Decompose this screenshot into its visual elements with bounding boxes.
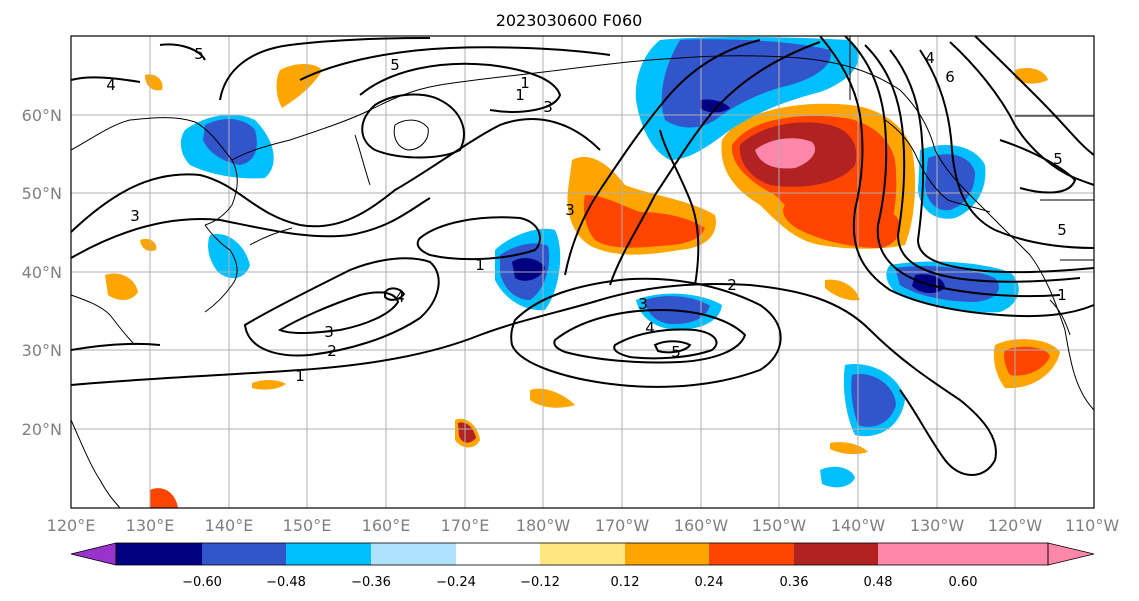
lat-tick-label: 40°N	[22, 263, 62, 282]
contour-label: 3	[638, 295, 648, 313]
contour-label: 4	[925, 49, 935, 67]
colorbar-extend-low	[71, 543, 116, 565]
lon-tick-label: 110°W	[1065, 516, 1120, 535]
colorbar-tick-label: 0.60	[949, 575, 978, 590]
cold-anomaly-region	[512, 258, 545, 281]
contour-label: 3	[543, 98, 553, 116]
longitude-labels: 120°E 130°E 140°E 150°E 160°E 170°E 180°…	[47, 516, 1120, 535]
graticule	[71, 36, 1094, 508]
warm-anomaly-region	[783, 203, 900, 248]
lon-tick-label: 130°W	[910, 516, 965, 535]
lat-tick-label: 20°N	[22, 420, 62, 439]
colorbar-bin	[371, 543, 456, 565]
colorbar-tick-label: 0.24	[695, 575, 724, 590]
warm-anomaly-region	[825, 279, 860, 301]
lon-tick-label: 180°W	[516, 516, 571, 535]
colorbar-bin	[540, 543, 625, 565]
contour-label: 3	[324, 323, 334, 341]
contour-label: 1	[475, 256, 485, 274]
lon-tick-label: 150°E	[283, 516, 332, 535]
colorbar-bin	[878, 543, 963, 565]
colorbar-tick-label: 0.36	[780, 575, 809, 590]
chart-title: 2023030600 F060	[496, 11, 643, 30]
colorbar-tick-label: −0.12	[520, 575, 560, 590]
lat-tick-label: 60°N	[22, 106, 62, 125]
colorbar-bin	[709, 543, 794, 565]
cold-anomaly-region	[203, 118, 257, 165]
warm-anomaly-region	[105, 273, 138, 300]
cold-anomaly-region	[820, 466, 855, 488]
warm-anomaly-region	[145, 74, 163, 91]
anomaly-shading	[105, 37, 1060, 508]
colorbar-bin	[202, 543, 286, 565]
contour-label: 5	[1053, 150, 1063, 168]
cold-anomaly-region	[851, 374, 896, 427]
warm-anomaly-region	[583, 195, 705, 248]
warm-anomaly-region	[140, 238, 157, 251]
contour-label: 2	[727, 276, 737, 294]
contour-label: 5	[390, 56, 400, 74]
lon-tick-label: 130°E	[126, 516, 175, 535]
lon-tick-label: 170°E	[441, 516, 490, 535]
latitude-labels: 60°N 50°N 40°N 30°N 20°N	[22, 106, 62, 439]
contour-label: 1	[515, 86, 525, 104]
colorbar-bin	[456, 543, 540, 565]
contour-label: 1	[520, 74, 530, 92]
lon-tick-label: 120°W	[988, 516, 1043, 535]
warm-anomaly-region	[252, 380, 286, 390]
contour-label: 5	[671, 343, 681, 361]
warm-anomaly-region	[1004, 346, 1050, 376]
cold-anomaly-region	[700, 99, 730, 113]
map-frame	[70, 35, 1095, 509]
colorbar-bin	[625, 543, 709, 565]
colorbar-tick-label: −0.48	[266, 575, 306, 590]
contour-label: 6	[945, 68, 955, 86]
contour-label: 5	[194, 45, 204, 63]
colorbar-tick-label: −0.24	[436, 575, 476, 590]
lat-tick-label: 30°N	[22, 341, 62, 360]
colorbar-tick-label: 0.48	[864, 575, 893, 590]
colorbar-bin	[794, 543, 878, 565]
colorbar-bin	[286, 543, 371, 565]
colorbar-tick-label: −0.36	[351, 575, 391, 590]
lon-tick-label: 120°E	[47, 516, 96, 535]
contour-label: 3	[565, 201, 575, 219]
lon-tick-label: 170°W	[595, 516, 650, 535]
colorbar-bin	[116, 543, 202, 565]
lon-tick-label: 160°W	[674, 516, 729, 535]
contour-label: 2	[327, 342, 337, 360]
warm-anomaly-region	[755, 138, 816, 169]
warm-anomaly-region	[1015, 68, 1048, 84]
contour-label: 4	[106, 76, 116, 94]
contour-label: 3	[130, 207, 140, 225]
contour-lines	[70, 35, 1095, 476]
lon-tick-label: 140°E	[205, 516, 254, 535]
colorbar-tick-label: −0.60	[182, 575, 222, 590]
lon-tick-label: 140°W	[831, 516, 886, 535]
lon-tick-label: 150°W	[752, 516, 807, 535]
contour-label: 4	[395, 288, 405, 306]
contour-label: 1	[295, 367, 305, 385]
contour-label: 1	[1057, 286, 1067, 304]
lon-tick-label: 160°E	[362, 516, 411, 535]
contour-labels: 5 4 3 5 1 3 1 2 3 4 1 3 4 5 2 1 4 6 5 5 …	[106, 45, 1067, 385]
colorbar-extend-high	[963, 543, 1094, 565]
warm-anomaly-region	[150, 488, 178, 508]
contour-label: 4	[645, 319, 655, 337]
colorbar: −0.60 −0.48 −0.36 −0.24 −0.12 0.12 0.24 …	[70, 542, 1095, 590]
warm-anomaly-region	[458, 422, 476, 443]
warm-anomaly-region	[530, 388, 575, 408]
colorbar-tick-label: 0.12	[611, 575, 640, 590]
contour-label: 5	[1057, 221, 1067, 239]
lat-tick-label: 50°N	[22, 184, 62, 203]
